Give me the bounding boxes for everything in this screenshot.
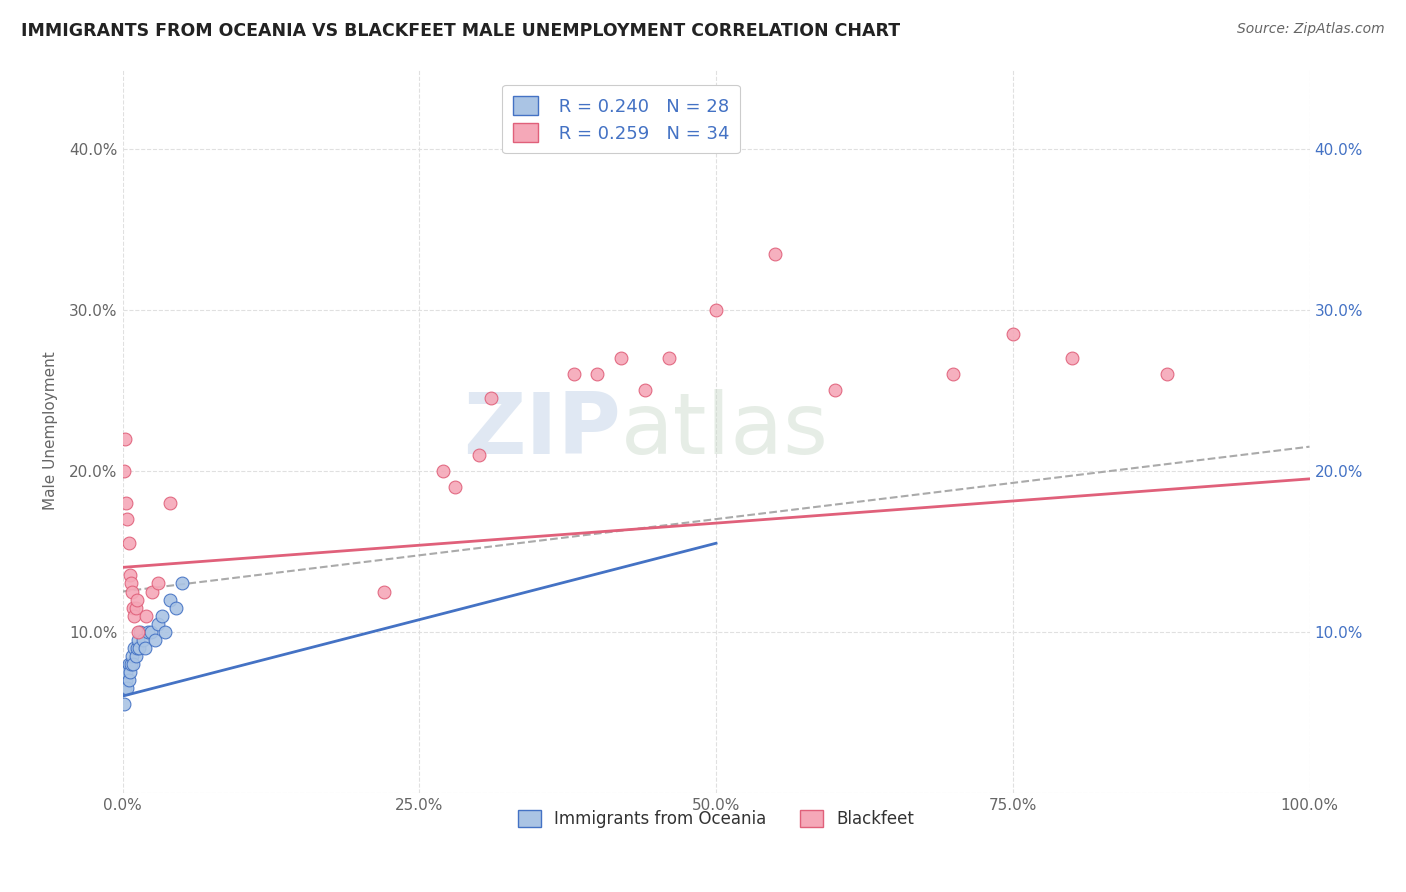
Point: [117, 673, 139, 687]
Point: [127, 632, 149, 647]
Point: [112, 697, 135, 711]
Point: [763, 246, 786, 260]
Y-axis label: Male Unemployment: Male Unemployment: [44, 351, 58, 510]
Point: [134, 640, 156, 655]
Point: [114, 681, 136, 695]
Point: [127, 624, 149, 639]
Point: [120, 657, 142, 671]
Point: [129, 624, 152, 639]
Point: [115, 673, 138, 687]
Point: [479, 392, 502, 406]
Point: [125, 592, 148, 607]
Text: Source: ZipAtlas.com: Source: ZipAtlas.com: [1237, 22, 1385, 37]
Point: [124, 640, 146, 655]
Text: ZIP: ZIP: [464, 389, 621, 472]
Point: [155, 624, 177, 639]
Point: [159, 496, 181, 510]
Point: [128, 640, 150, 655]
Point: [1062, 351, 1084, 366]
Point: [444, 480, 467, 494]
Point: [120, 576, 142, 591]
Point: [634, 384, 657, 398]
Point: [139, 624, 162, 639]
Point: [148, 576, 170, 591]
Point: [115, 665, 138, 679]
Point: [432, 464, 454, 478]
Point: [124, 600, 146, 615]
Point: [114, 432, 136, 446]
Point: [704, 302, 727, 317]
Point: [121, 584, 143, 599]
Point: [824, 384, 846, 398]
Point: [136, 624, 159, 639]
Point: [467, 448, 489, 462]
Point: [141, 584, 163, 599]
Point: [942, 368, 965, 382]
Point: [586, 368, 609, 382]
Point: [118, 568, 141, 582]
Point: [117, 681, 139, 695]
Text: atlas: atlas: [621, 389, 830, 472]
Point: [373, 584, 395, 599]
Point: [117, 536, 139, 550]
Legend: Immigrants from Oceania, Blackfeet: Immigrants from Oceania, Blackfeet: [510, 804, 921, 835]
Point: [135, 608, 157, 623]
Point: [118, 665, 141, 679]
Point: [124, 608, 146, 623]
Point: [150, 608, 173, 623]
Point: [170, 576, 193, 591]
Point: [165, 600, 187, 615]
Point: [115, 496, 138, 510]
Point: [658, 351, 681, 366]
Point: [117, 657, 139, 671]
Point: [159, 592, 181, 607]
Point: [562, 368, 585, 382]
Point: [1001, 326, 1024, 341]
Point: [122, 600, 145, 615]
Point: [121, 648, 143, 663]
Point: [610, 351, 633, 366]
Point: [112, 464, 135, 478]
Point: [143, 632, 166, 647]
Point: [117, 512, 139, 526]
Point: [148, 616, 170, 631]
Point: [1156, 368, 1178, 382]
Point: [122, 657, 145, 671]
Point: [124, 648, 146, 663]
Point: [125, 640, 148, 655]
Point: [132, 632, 155, 647]
Text: IMMIGRANTS FROM OCEANIA VS BLACKFEET MALE UNEMPLOYMENT CORRELATION CHART: IMMIGRANTS FROM OCEANIA VS BLACKFEET MAL…: [21, 22, 900, 40]
